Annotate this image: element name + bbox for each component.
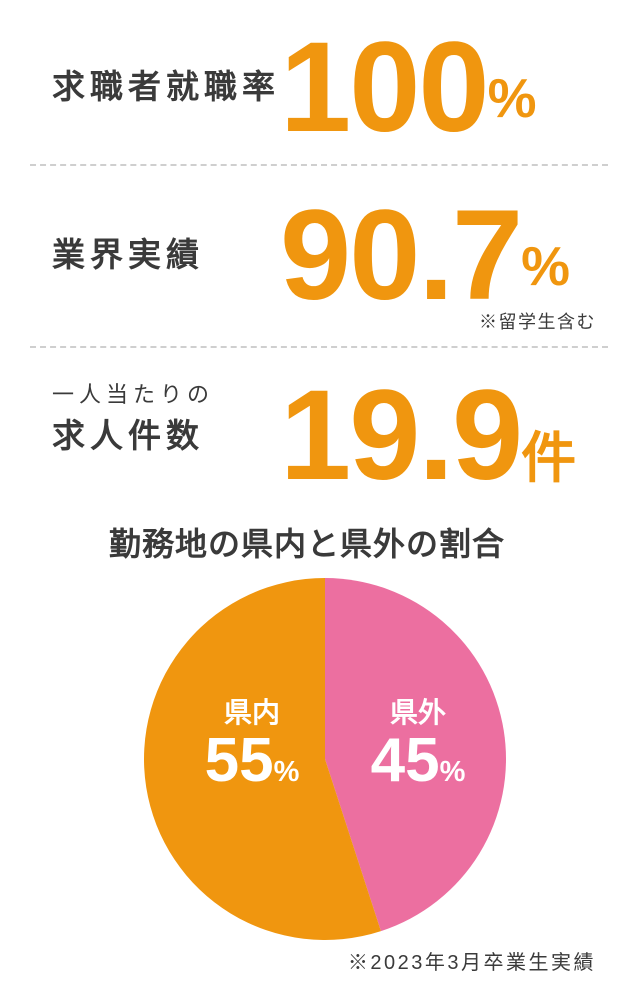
svg-text:県内: 県内 (224, 697, 280, 728)
svg-text:県外: 県外 (390, 697, 446, 728)
